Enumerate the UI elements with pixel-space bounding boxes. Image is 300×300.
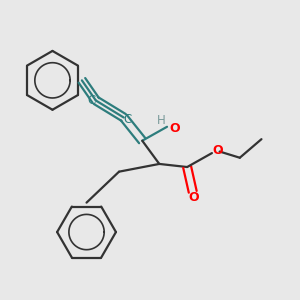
Text: O: O	[212, 144, 223, 157]
Text: C: C	[123, 112, 131, 125]
Text: C: C	[87, 94, 95, 107]
Text: O: O	[169, 122, 180, 135]
Text: O: O	[188, 191, 199, 205]
Text: H: H	[157, 114, 165, 127]
